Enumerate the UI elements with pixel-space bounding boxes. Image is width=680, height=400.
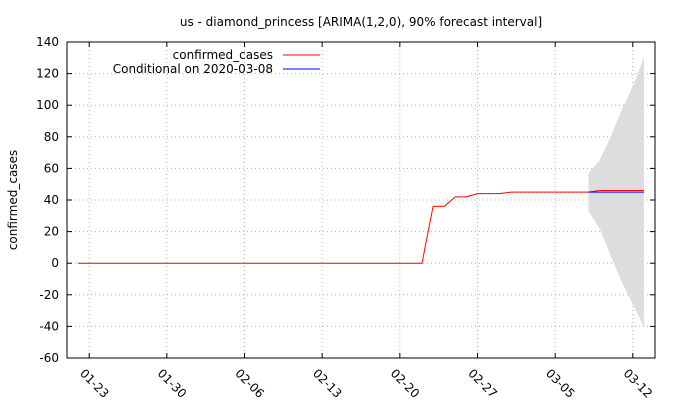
y-tick-label: 80: [44, 130, 59, 144]
y-tick-label: 40: [44, 193, 59, 207]
x-tick-label: 03-12: [621, 366, 656, 400]
plot-border: [66, 41, 656, 359]
x-tick-label: 01-30: [155, 366, 190, 400]
y-tick-label: 0: [51, 256, 59, 270]
y-tick-label: 60: [44, 161, 59, 175]
x-tick-label: 02-13: [310, 366, 345, 400]
y-axis-label: confirmed_cases: [6, 150, 20, 250]
series-line-confirmed-cases: [78, 190, 644, 264]
y-tick-label: 20: [44, 225, 59, 239]
legend-label: Conditional on 2020-03-08: [113, 62, 273, 76]
x-tick-label: 03-05: [543, 366, 578, 400]
legend-label: confirmed_cases: [173, 48, 273, 62]
y-tick-label: -20: [39, 288, 59, 302]
y-tick-label: 100: [36, 98, 59, 112]
x-tick-label: 02-20: [388, 366, 423, 400]
y-tick-label: -40: [39, 319, 59, 333]
y-tick-label: -60: [39, 351, 59, 365]
x-tick-label: 02-27: [465, 366, 500, 400]
x-tick-label: 01-23: [77, 366, 112, 400]
y-tick-label: 120: [36, 67, 59, 81]
y-tick-label: 140: [36, 35, 59, 49]
chart-title: us - diamond_princess [ARIMA(1,2,0), 90%…: [180, 15, 542, 29]
x-tick-label: 02-06: [232, 366, 267, 400]
